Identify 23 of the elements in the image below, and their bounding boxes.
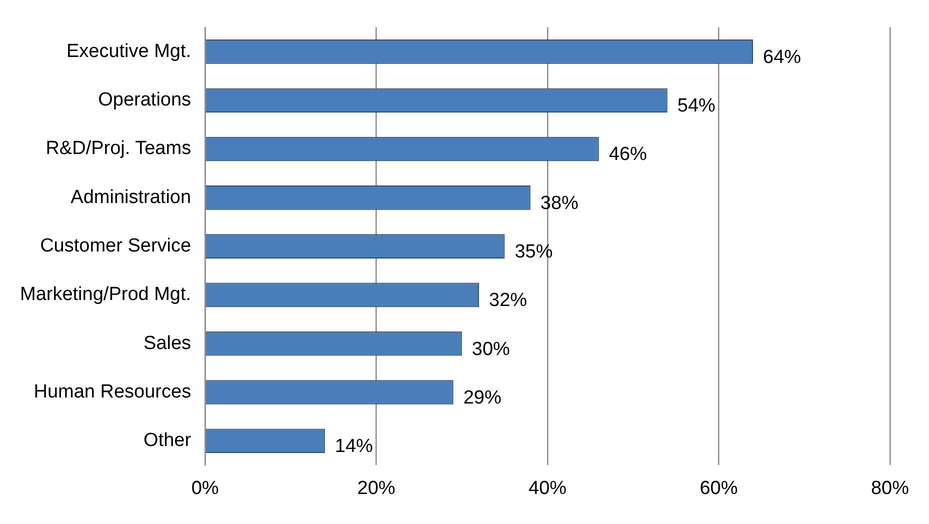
data-label: 29% [463, 387, 502, 408]
y-tick-label: R&D/Proj. Teams [46, 138, 192, 160]
data-label: 46% [608, 144, 648, 166]
x-tick-label: 0% [191, 478, 219, 499]
y-tick-label: Human Resources [34, 381, 192, 402]
data-label: 32% [489, 290, 528, 312]
data-label: 54% [677, 96, 716, 117]
data-label: 30% [472, 338, 510, 360]
y-tick-label: Administration [70, 186, 192, 208]
x-tick-label: 60% [700, 478, 738, 499]
data-label: 14% [334, 436, 374, 458]
y-tick-label: Operations [98, 90, 192, 111]
data-label: 35% [514, 242, 553, 263]
x-tick-label: 80% [870, 478, 910, 499]
x-tick-label: 20% [357, 478, 396, 499]
y-tick-label: Sales [144, 332, 192, 354]
y-tick-label: Other [144, 430, 192, 452]
y-tick-label: Customer Service [40, 236, 192, 257]
y-tick-label: Executive Mgt. [66, 40, 192, 62]
data-label: 64% [763, 46, 802, 68]
data-label: 38% [540, 192, 579, 214]
y-tick-label: Marketing/Prod Mgt. [20, 284, 192, 306]
x-tick-label: 40% [528, 478, 567, 499]
